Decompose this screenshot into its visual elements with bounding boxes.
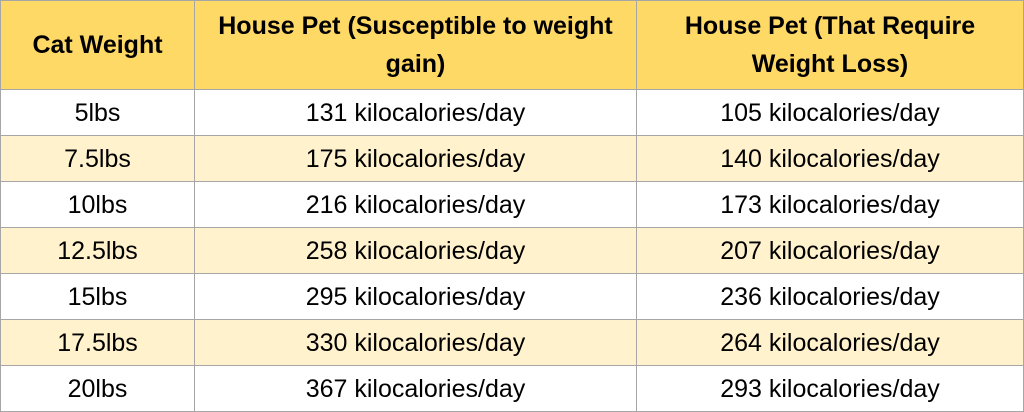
cell-weight: 10lbs <box>0 181 195 228</box>
cell-weight: 20lbs <box>0 365 195 412</box>
header-cat-weight: Cat Weight <box>0 0 195 90</box>
cell-weight-loss-kcal: 236 kilocalories/day <box>636 273 1024 320</box>
cell-weight: 7.5lbs <box>0 135 195 182</box>
table-row: 17.5lbs 330 kilocalories/day 264 kilocal… <box>0 319 1024 366</box>
table-row: 5lbs 131 kilocalories/day 105 kilocalori… <box>0 89 1024 136</box>
cell-weight: 17.5lbs <box>0 319 195 366</box>
cell-weight-loss-kcal: 105 kilocalories/day <box>636 89 1024 136</box>
cell-weight-gain-kcal: 175 kilocalories/day <box>194 135 637 182</box>
cell-weight-gain-kcal: 367 kilocalories/day <box>194 365 637 412</box>
cell-weight-loss-kcal: 264 kilocalories/day <box>636 319 1024 366</box>
cell-weight-gain-kcal: 131 kilocalories/day <box>194 89 637 136</box>
header-row: Cat Weight House Pet (Susceptible to wei… <box>0 0 1024 90</box>
cell-weight-gain-kcal: 258 kilocalories/day <box>194 227 637 274</box>
table-row: 10lbs 216 kilocalories/day 173 kilocalor… <box>0 181 1024 228</box>
table-body: 5lbs 131 kilocalories/day 105 kilocalori… <box>0 89 1024 412</box>
cell-weight: 15lbs <box>0 273 195 320</box>
cell-weight: 12.5lbs <box>0 227 195 274</box>
table-header: Cat Weight House Pet (Susceptible to wei… <box>0 0 1024 90</box>
header-weight-gain: House Pet (Susceptible to weight gain) <box>194 0 637 90</box>
cell-weight-loss-kcal: 140 kilocalories/day <box>636 135 1024 182</box>
cell-weight-gain-kcal: 216 kilocalories/day <box>194 181 637 228</box>
cell-weight: 5lbs <box>0 89 195 136</box>
cell-weight-loss-kcal: 173 kilocalories/day <box>636 181 1024 228</box>
cell-weight-gain-kcal: 295 kilocalories/day <box>194 273 637 320</box>
cell-weight-loss-kcal: 293 kilocalories/day <box>636 365 1024 412</box>
header-weight-loss: House Pet (That Require Weight Loss) <box>636 0 1024 90</box>
table-row: 15lbs 295 kilocalories/day 236 kilocalor… <box>0 273 1024 320</box>
table-row: 7.5lbs 175 kilocalories/day 140 kilocalo… <box>0 135 1024 182</box>
cell-weight-gain-kcal: 330 kilocalories/day <box>194 319 637 366</box>
table-row: 20lbs 367 kilocalories/day 293 kilocalor… <box>0 365 1024 412</box>
table-row: 12.5lbs 258 kilocalories/day 207 kilocal… <box>0 227 1024 274</box>
cell-weight-loss-kcal: 207 kilocalories/day <box>636 227 1024 274</box>
